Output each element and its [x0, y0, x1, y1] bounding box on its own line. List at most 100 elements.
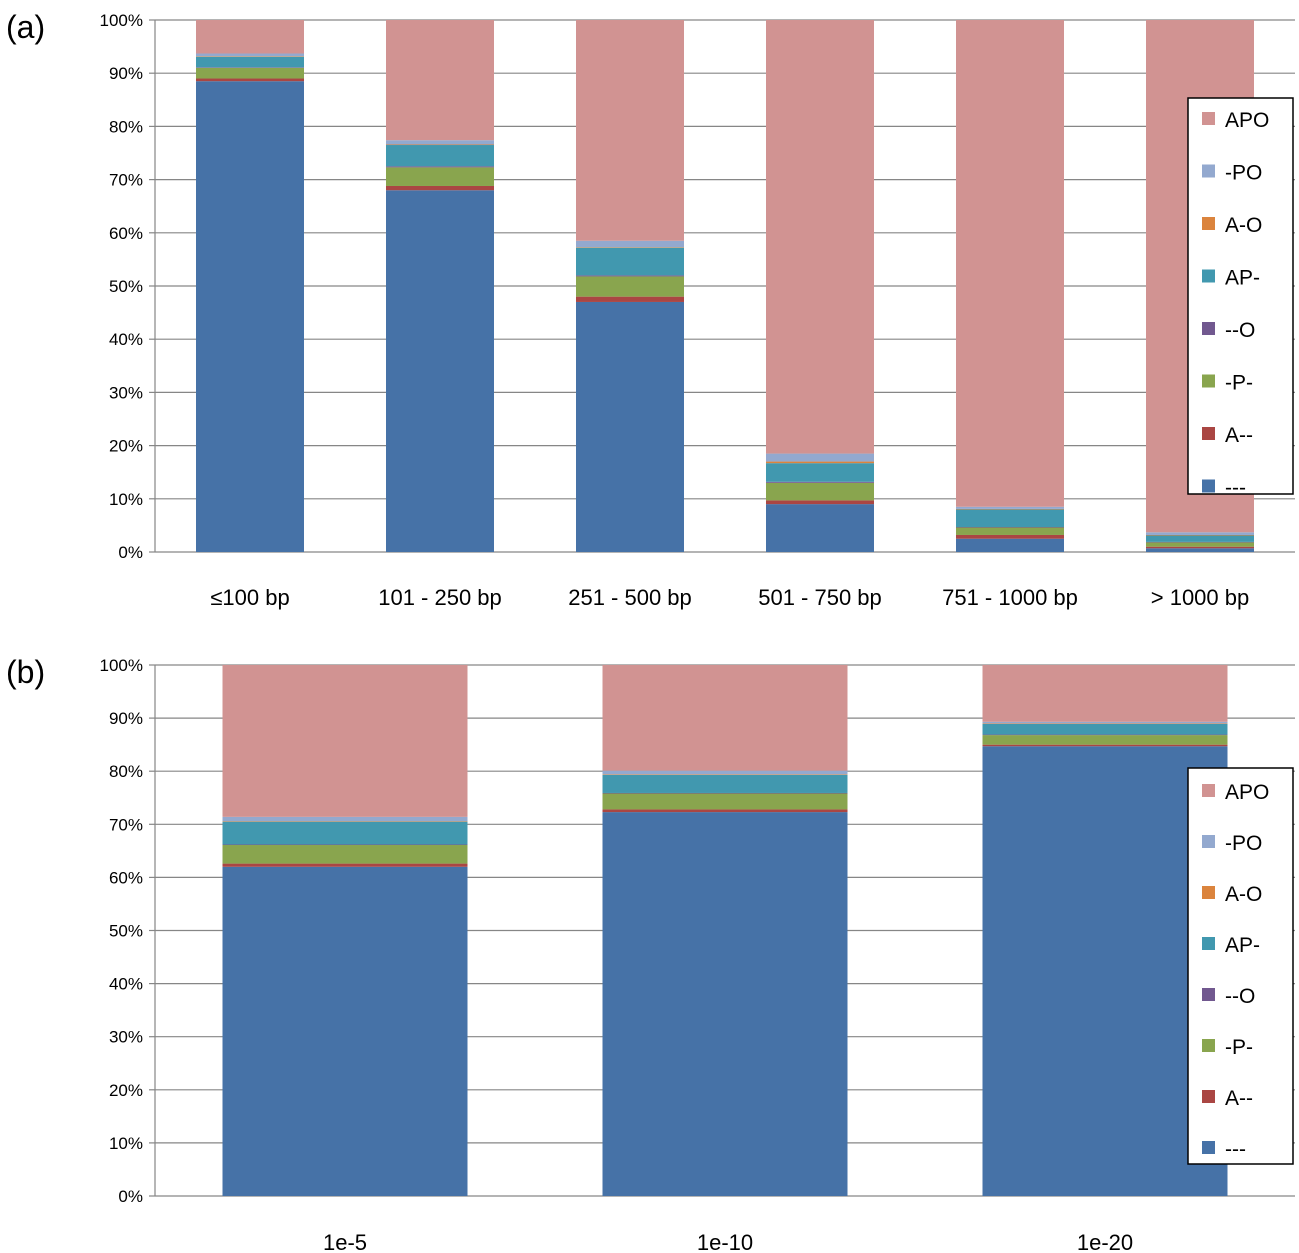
y-tick-label: 50%	[109, 922, 143, 941]
bar-segment-ddo-501-d-750-bp	[766, 481, 874, 483]
y-tick-label: 90%	[109, 709, 143, 728]
legend-label-ddd: ---	[1225, 1138, 1246, 1161]
legend-swatch-ado	[1202, 886, 1215, 899]
bar-segment-ado-251-d-500-bp	[576, 247, 684, 248]
bar-segment-ado-1ed20	[982, 723, 1228, 724]
legend-swatch-ddo	[1202, 322, 1215, 335]
bar-segment-apo-101-d-250-bp	[386, 20, 494, 141]
x-tick-label: 501 - 750 bp	[758, 585, 882, 610]
bar-segment-ddo-le100-bp	[196, 67, 304, 68]
y-tick-label: 40%	[109, 975, 143, 994]
legend-label-ddd: ---	[1225, 477, 1246, 500]
legend-swatch-dpd	[1202, 374, 1215, 388]
legend-label-add: A--	[1225, 1087, 1253, 1110]
bar-segment-apd-1ed5	[222, 821, 468, 845]
x-tick-label: 101 - 250 bp	[378, 585, 502, 610]
y-tick-label: 40%	[109, 330, 143, 349]
legend-label-ado: A-O	[1225, 883, 1262, 906]
legend-swatch-apo	[1202, 112, 1215, 125]
legend-swatch-add	[1202, 427, 1215, 440]
legend-label-apo: APO	[1225, 781, 1269, 804]
bar-segment-dpd-1ed5	[222, 845, 468, 864]
bar-segment-ado-gt-1000-bp	[1146, 534, 1254, 536]
legend-swatch-apd	[1202, 269, 1215, 283]
bar-segment-add-751-d-1000-bp	[956, 534, 1064, 539]
bar-segment-ddd-1ed10	[602, 812, 848, 1196]
legend-swatch-ddo	[1202, 988, 1215, 1001]
legend-swatch-dpd	[1202, 1039, 1215, 1052]
bar-segment-apd-1ed10	[602, 774, 848, 793]
y-tick-label: 10%	[109, 1134, 143, 1153]
bar-segment-dpd-101-d-250-bp	[386, 167, 494, 186]
bar-segment-ddo-251-d-500-bp	[576, 275, 684, 277]
y-tick-label: 10%	[109, 490, 143, 509]
bar-segment-ddo-gt-1000-bp	[1146, 541, 1254, 543]
bar-segment-apo-1ed10	[602, 665, 848, 771]
legend-label-ddo: --O	[1225, 319, 1255, 342]
y-tick-label: 100%	[100, 11, 143, 30]
legend-label-apo: APO	[1225, 109, 1269, 132]
panel-b-chart: 0% 10% 20% 30% 40% 50% 60% 70% 80% 90% 100% 1e-5 1e-…	[100, 656, 1295, 1253]
bar-segment-ddo-1ed20	[982, 734, 1228, 736]
legend-label-apd: AP-	[1225, 934, 1260, 957]
bar-segment-ado-101-d-250-bp	[386, 144, 494, 146]
bar-segment-dpo-1ed10	[602, 770, 848, 775]
bar-segment-add-1ed5	[222, 863, 468, 867]
bar-segment-dpo-le100-bp	[196, 53, 304, 57]
y-tick-label: 0%	[118, 1187, 143, 1206]
legend-label-ado: A-O	[1225, 214, 1262, 237]
bar-segment-dpo-1ed5	[222, 816, 468, 822]
bar-segment-add-1ed10	[602, 809, 848, 813]
bar-segment-dpd-1ed10	[602, 793, 848, 810]
legend-swatch-add	[1202, 1090, 1215, 1103]
bar-segment-apo-501-d-750-bp	[766, 20, 874, 454]
bar-segment-ado-501-d-750-bp	[766, 461, 874, 464]
bar-segment-apo-751-d-1000-bp	[956, 20, 1064, 507]
bar-segment-apd-le100-bp	[196, 56, 304, 68]
bar-segment-ddd-le100-bp	[196, 81, 304, 553]
bar-segment-apo-1ed5	[222, 665, 468, 817]
bar-segment-apd-751-d-1000-bp	[956, 509, 1064, 527]
bar-segment-dpd-251-d-500-bp	[576, 276, 684, 297]
bar-segment-apd-1ed20	[982, 723, 1228, 735]
bar-segment-apo-251-d-500-bp	[576, 20, 684, 241]
y-tick-label: 20%	[109, 437, 143, 456]
bar-segment-ddd-501-d-750-bp	[766, 504, 874, 552]
bar-segment-dpo-101-d-250-bp	[386, 140, 494, 145]
y-tick-label: 80%	[109, 117, 143, 136]
legend-swatch-apo	[1202, 784, 1215, 797]
y-tick-label: 30%	[109, 1028, 143, 1047]
bar-segment-apo-le100-bp	[196, 20, 304, 54]
y-tick-label: 100%	[100, 656, 143, 675]
bar-segment-ddd-751-d-1000-bp	[956, 538, 1064, 552]
y-tick-label: 70%	[109, 815, 143, 834]
legend-swatch-dpo	[1202, 835, 1215, 848]
y-tick-label: 30%	[109, 383, 143, 402]
bar-segment-dpo-501-d-750-bp	[766, 453, 874, 462]
bar-segment-dpo-1ed20	[982, 721, 1228, 724]
bar-segment-apd-251-d-500-bp	[576, 247, 684, 276]
bar-segment-dpd-501-d-750-bp	[766, 482, 874, 501]
panel-label-a: (a)	[6, 9, 45, 45]
bar-segment-apd-101-d-250-bp	[386, 145, 494, 167]
y-tick-label: 20%	[109, 1081, 143, 1100]
bar-segment-apo-1ed20	[982, 665, 1228, 722]
x-tick-label: > 1000 bp	[1151, 585, 1249, 610]
x-tick-label: 251 - 500 bp	[568, 585, 692, 610]
bar-segment-add-501-d-750-bp	[766, 500, 874, 505]
legend-label-dpd: -P-	[1225, 1036, 1253, 1059]
bar-segment-dpd-gt-1000-bp	[1146, 542, 1254, 547]
legend-label-dpo: -PO	[1225, 832, 1262, 855]
bar-segment-ddd-251-d-500-bp	[576, 301, 684, 552]
legend-swatch-ddd	[1202, 1141, 1215, 1154]
bar-segment-ddo-101-d-250-bp	[386, 166, 494, 168]
bar-segment-ddd-1ed20	[982, 746, 1228, 1196]
bar-segment-add-101-d-250-bp	[386, 185, 494, 191]
panel-label-b: (b)	[6, 654, 45, 690]
bar-segment-dpd-le100-bp	[196, 67, 304, 79]
bar-segment-ddd-1ed5	[222, 866, 468, 1196]
x-tick-label: 1e-10	[697, 1230, 753, 1253]
legend-swatch-dpo	[1202, 164, 1215, 178]
bar-segment-add-gt-1000-bp	[1146, 546, 1254, 549]
bar-segment-add-1ed20	[982, 744, 1228, 747]
